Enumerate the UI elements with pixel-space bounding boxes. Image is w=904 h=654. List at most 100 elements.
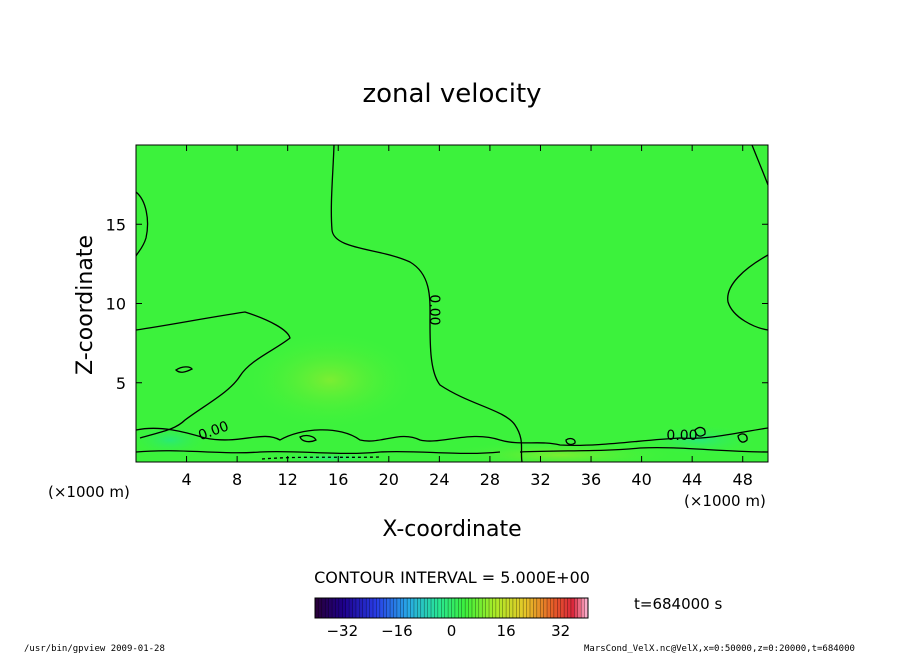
- colorbar-cell: [536, 598, 541, 618]
- colorbar-cell: [403, 598, 408, 618]
- colorbar-cell: [393, 598, 398, 618]
- contour-line: [136, 450, 501, 455]
- colorbar-cell: [526, 598, 531, 618]
- x-axis-title: X-coordinate: [382, 517, 521, 542]
- colorbar-cell: [434, 598, 439, 618]
- colorbar-cell: [465, 598, 469, 618]
- colorbar-cell: [373, 598, 377, 618]
- colorbar-cell: [509, 598, 514, 618]
- contour-lines: [136, 145, 768, 462]
- footer-right: MarsCond_VelX.nc@VelX,x=0:50000,z=0:2000…: [584, 644, 855, 654]
- y-tick-label: 5: [116, 374, 126, 393]
- colorbar-cell: [366, 598, 370, 618]
- colorbar-cell: [420, 598, 425, 618]
- colorbar-cell: [550, 598, 555, 618]
- colorbar-tick-label: −16: [381, 622, 413, 640]
- colorbar-cell: [495, 598, 500, 618]
- footer-left: /usr/bin/gpview 2009-01-28: [24, 644, 165, 654]
- field-cool-anomaly: [136, 424, 210, 456]
- x-tick-label: 28: [480, 470, 500, 489]
- field-background: [136, 145, 768, 462]
- colorbar-cell: [577, 598, 582, 618]
- colorbar-cell: [461, 598, 466, 618]
- contour-line: [136, 191, 149, 257]
- colorbar-cell: [570, 598, 575, 618]
- colorbar-cell: [471, 598, 476, 618]
- colorbar-cell: [458, 598, 463, 618]
- x-tick-label: 44: [682, 470, 702, 489]
- colorbar-cell: [540, 598, 545, 618]
- colorbar-cell: [516, 598, 521, 618]
- colorbar-tick-label: 32: [551, 622, 570, 640]
- colorbar-cell: [359, 598, 364, 618]
- contour-line: [694, 426, 706, 437]
- colorbar-cell: [543, 598, 548, 618]
- colorbar-cell: [560, 598, 565, 618]
- colorbar-cell: [506, 598, 510, 618]
- colorbar-cell: [437, 598, 442, 618]
- contour-line: [565, 437, 576, 446]
- colorbar-cell: [325, 598, 330, 618]
- colorbar-cell: [328, 598, 333, 618]
- x-unit-left: (×1000 m): [48, 483, 130, 501]
- colorbar: [314, 598, 589, 618]
- x-unit-right: (×1000 m): [684, 492, 766, 510]
- colorbar-cell: [427, 598, 432, 618]
- contour-line: [751, 145, 768, 186]
- colorbar-tick-label: −32: [326, 622, 358, 640]
- x-tick-label: 8: [232, 470, 242, 489]
- field-warm-anomaly: [240, 330, 420, 430]
- colorbar-cell: [557, 598, 562, 618]
- y-tick-label: 10: [106, 295, 126, 314]
- colorbar-cell: [553, 598, 558, 618]
- x-tick-label: 48: [733, 470, 753, 489]
- heatmap-field: 0.00 0.00 0.00: [136, 145, 768, 462]
- contour-line: [330, 145, 523, 462]
- colorbar-cell: [451, 598, 456, 618]
- colorbar-cell: [352, 598, 357, 618]
- colorbar-cell: [369, 598, 374, 618]
- colorbar-cell: [489, 598, 493, 618]
- time-label: t=684000 s: [634, 595, 722, 613]
- colorbar-cell: [413, 598, 418, 618]
- x-tick-label: 4: [181, 470, 191, 489]
- colorbar-cell: [417, 598, 422, 618]
- colorbar-cell: [492, 598, 497, 618]
- x-tick-label: 12: [278, 470, 298, 489]
- contour-line: [519, 446, 768, 453]
- y-axis-title: Z-coordinate: [73, 235, 98, 375]
- colorbar-cell: [386, 598, 391, 618]
- colorbar-cell: [315, 598, 319, 618]
- colorbar-cell: [574, 598, 579, 618]
- colorbar-cell: [431, 598, 435, 618]
- colorbar-cell: [321, 598, 326, 618]
- colorbar-cell: [441, 598, 446, 618]
- colorbar-cell: [485, 598, 490, 618]
- colorbar-cell: [567, 598, 572, 618]
- colorbar-cell: [349, 598, 353, 618]
- x-tick-label: 20: [379, 470, 399, 489]
- colorbar-cell: [564, 598, 568, 618]
- x-tick-label: 24: [429, 470, 449, 489]
- colorbar-frame: [314, 597, 589, 619]
- contour-line-dashed: [261, 456, 381, 460]
- colorbar-cell: [523, 598, 527, 618]
- contour-line: [136, 427, 768, 446]
- colorbar-cell: [410, 598, 415, 618]
- colorbar-cell: [318, 598, 323, 618]
- contour-interval: CONTOUR INTERVAL = 5.000E+00: [314, 568, 590, 587]
- x-axis: 4 8 12 16 20 24 28 32 36 40 44 48: [181, 145, 753, 489]
- colorbar-cell: [519, 598, 524, 618]
- colorbar-cell: [478, 598, 483, 618]
- colorbar-cell: [400, 598, 405, 618]
- colorbar-cell: [424, 598, 429, 618]
- contour-label: 0.00: [426, 294, 442, 325]
- contour-line: [727, 254, 768, 331]
- colorbar-cell: [533, 598, 538, 618]
- colorbar-cell: [355, 598, 360, 618]
- contour-line: [174, 366, 193, 373]
- colorbar-cell: [444, 598, 449, 618]
- colorbar-cell: [407, 598, 411, 618]
- colorbar-cell: [342, 598, 347, 618]
- contour-line: [737, 433, 748, 443]
